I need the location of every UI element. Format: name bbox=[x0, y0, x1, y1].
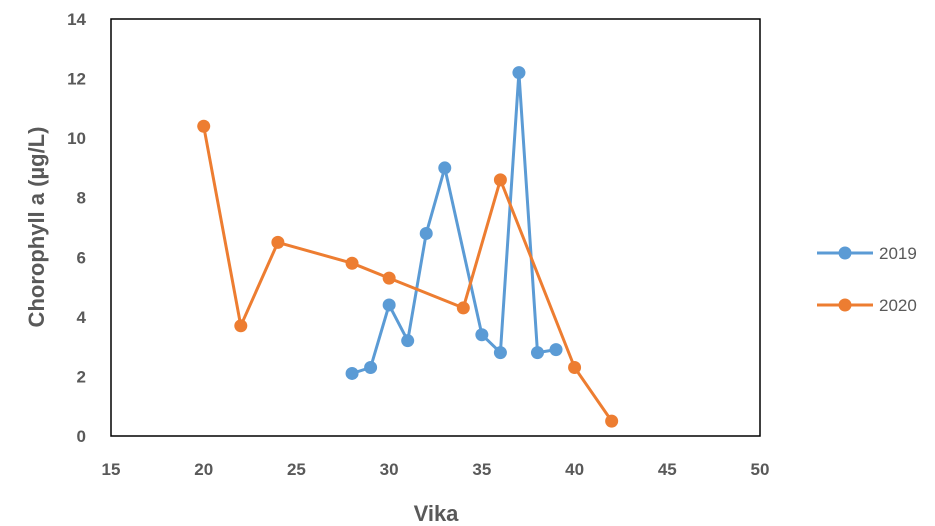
x-axis-title: Vika bbox=[414, 501, 460, 526]
data-point bbox=[271, 235, 285, 249]
x-tick-label: 15 bbox=[102, 460, 121, 479]
x-axis-ticks: 15 20 25 30 35 40 45 50 bbox=[102, 460, 770, 479]
legend-marker bbox=[838, 246, 852, 260]
y-tick-label: 14 bbox=[67, 10, 86, 29]
x-tick-label: 40 bbox=[565, 460, 584, 479]
y-axis-title: Chorophyll a (µg/L) bbox=[24, 127, 49, 328]
series-2020 bbox=[197, 119, 619, 428]
x-tick-label: 20 bbox=[194, 460, 213, 479]
y-tick-label: 6 bbox=[77, 248, 86, 267]
legend: 2019 2020 bbox=[817, 244, 917, 315]
data-point bbox=[345, 366, 359, 380]
data-point bbox=[419, 226, 433, 240]
data-point bbox=[197, 119, 211, 133]
series-line bbox=[351, 71, 557, 375]
y-axis-ticks: 0 2 4 6 8 10 12 14 bbox=[67, 10, 86, 446]
x-tick-label: 25 bbox=[287, 460, 306, 479]
data-point bbox=[568, 360, 582, 374]
data-point bbox=[530, 346, 544, 360]
x-tick-label: 45 bbox=[658, 460, 677, 479]
y-tick-label: 2 bbox=[77, 367, 86, 386]
data-point bbox=[401, 334, 415, 348]
plot-area bbox=[110, 18, 761, 437]
data-point bbox=[345, 256, 359, 270]
legend-item: 2020 bbox=[817, 296, 917, 315]
y-tick-label: 8 bbox=[77, 189, 86, 208]
legend-item: 2019 bbox=[817, 244, 917, 263]
y-tick-label: 10 bbox=[67, 129, 86, 148]
x-tick-label: 35 bbox=[472, 460, 491, 479]
series-layer bbox=[197, 66, 619, 428]
data-point bbox=[493, 346, 507, 360]
data-point bbox=[605, 414, 619, 428]
data-point bbox=[456, 301, 470, 315]
legend-marker bbox=[838, 298, 852, 312]
data-point bbox=[549, 343, 563, 357]
legend-label: 2020 bbox=[879, 296, 917, 315]
data-point bbox=[512, 66, 526, 80]
data-point bbox=[382, 271, 396, 285]
x-tick-label: 50 bbox=[751, 460, 770, 479]
series-line bbox=[202, 125, 613, 422]
data-point bbox=[493, 173, 507, 187]
legend-label: 2019 bbox=[879, 244, 917, 263]
y-tick-label: 0 bbox=[77, 427, 86, 446]
data-point bbox=[475, 328, 489, 342]
data-point bbox=[234, 319, 248, 333]
data-point bbox=[438, 161, 452, 175]
x-tick-label: 30 bbox=[380, 460, 399, 479]
y-tick-label: 4 bbox=[77, 308, 87, 327]
data-point bbox=[382, 298, 396, 312]
y-tick-label: 12 bbox=[67, 70, 86, 89]
series-2019 bbox=[345, 66, 563, 380]
data-point bbox=[364, 360, 378, 374]
